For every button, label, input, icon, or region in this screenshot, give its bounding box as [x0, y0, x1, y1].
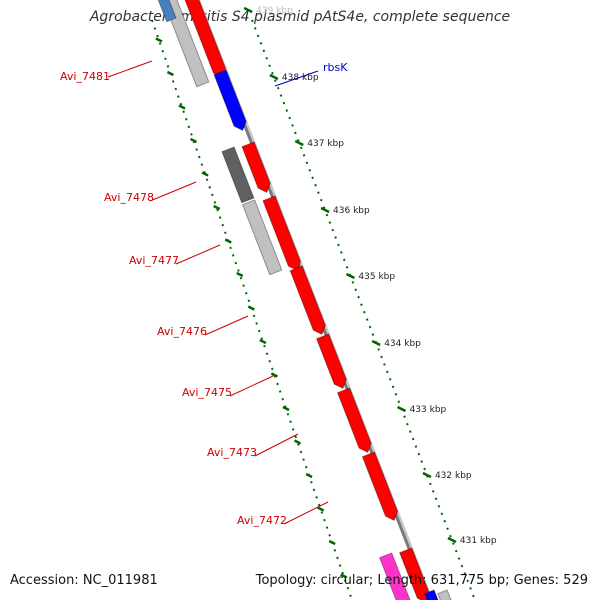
inner-tick	[247, 305, 255, 311]
tick-label: 438 kbp	[282, 73, 319, 83]
feature-body-8	[289, 265, 326, 336]
feature-body-9	[315, 333, 347, 390]
gene-leader-line	[149, 181, 197, 202]
feature-15	[437, 589, 452, 600]
feature-2	[151, 0, 177, 23]
tick-label: 439 kbp	[256, 6, 293, 16]
inner-tick	[224, 238, 232, 244]
inner-tick	[317, 506, 325, 512]
inner-tick	[213, 204, 221, 211]
inner-tick	[155, 37, 163, 43]
gene-label: Avi_7481	[60, 70, 110, 83]
tick-label: 436 kbp	[333, 206, 370, 216]
feature-5	[241, 141, 271, 194]
feature-body-3	[213, 69, 247, 132]
feature-body-15	[437, 589, 452, 600]
tick-label: 437 kbp	[307, 139, 344, 149]
feature-body-7	[262, 195, 302, 272]
gene-labels: Avi_7481 rbsK Avi_7478 Avi_7477 Avi_7476 Avi_…	[60, 60, 348, 527]
gene-label: rbsK	[323, 61, 348, 74]
outer-tick	[269, 73, 279, 81]
inner-tick	[328, 539, 336, 546]
feature-14	[424, 589, 439, 600]
feature-body-2	[151, 0, 177, 23]
outer-tick	[243, 6, 253, 14]
feature-6	[241, 199, 283, 276]
outer-tick-marks	[243, 6, 457, 544]
topology-text: Topology: circular; Length: 631,775 bp; …	[255, 573, 588, 588]
feature-13	[399, 547, 431, 600]
inner-tick	[270, 372, 278, 378]
gene-label: Avi_7473	[207, 446, 257, 459]
gene-label: Avi_7476	[157, 325, 207, 338]
feature-body-12	[378, 552, 411, 600]
feature-body-6	[241, 199, 283, 276]
feature-10	[336, 387, 372, 454]
tick-label: 433 kbp	[410, 405, 447, 415]
inner-tick	[236, 271, 244, 278]
outer-tick	[371, 339, 381, 347]
gene-label: Avi_7477	[129, 254, 179, 267]
inner-tick	[201, 171, 209, 177]
inner-tick	[282, 405, 290, 412]
gene-leader-line	[107, 60, 153, 78]
inner-tick	[189, 137, 198, 144]
tick-label: 435 kbp	[358, 272, 395, 282]
tick-label: 431 kbp	[460, 536, 497, 546]
gene-label: Avi_7472	[237, 514, 287, 527]
gene-label: Avi_7475	[182, 386, 232, 399]
inner-tick	[293, 439, 302, 445]
feature-body-4	[221, 146, 255, 204]
feature-12	[378, 552, 411, 600]
gene-leader-line	[283, 501, 329, 525]
outer-tick	[345, 272, 355, 280]
feature-body-13	[399, 547, 431, 600]
feature-9	[315, 333, 347, 390]
inner-tick	[166, 70, 175, 77]
feature-body-10	[336, 387, 372, 454]
feature-body-14	[424, 589, 439, 600]
inner-tick-marks	[155, 37, 348, 579]
outer-tick	[422, 471, 432, 479]
gene-label: Avi_7478	[104, 191, 154, 204]
feature-body-5	[241, 141, 271, 194]
gene-leader-line	[229, 375, 274, 397]
inner-tick	[340, 573, 348, 579]
gene-leader-line	[204, 315, 249, 336]
tick-labels: 439 kbp 438 kbp 437 kbp 436 kbp 435 kbp 434 k…	[256, 6, 497, 546]
outer-dotted-line	[251, 19, 476, 600]
inner-tick	[305, 472, 313, 479]
gene-leader-line	[175, 244, 221, 265]
feature-body-11	[361, 451, 399, 522]
accession-text: Accession: NC_011981	[10, 573, 158, 588]
feature-3	[213, 69, 247, 132]
outer-tick	[397, 405, 407, 413]
inner-tick	[259, 338, 267, 345]
feature-8	[289, 265, 326, 336]
tick-label: 432 kbp	[435, 471, 472, 481]
outer-tick	[294, 139, 304, 147]
feature-track	[151, 0, 452, 600]
feature-7	[262, 195, 302, 272]
outer-tick	[447, 536, 457, 544]
gene-leader-line	[274, 70, 319, 87]
inner-tick	[178, 104, 186, 110]
feature-11	[361, 451, 399, 522]
outer-tick	[320, 206, 330, 214]
gene-leader-line	[254, 433, 299, 457]
tick-label: 434 kbp	[384, 339, 421, 349]
feature-4	[221, 146, 255, 204]
